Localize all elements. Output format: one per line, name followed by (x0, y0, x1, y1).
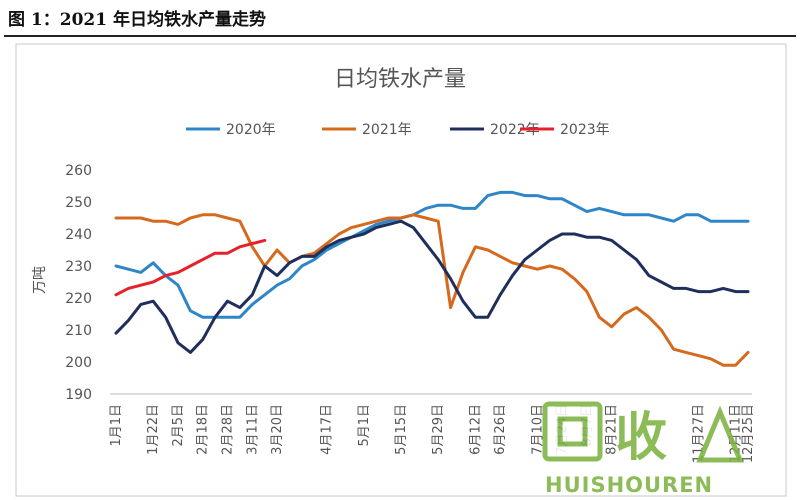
figure-caption: 图 1：2021 年日均铁水产量走势 (8, 10, 266, 30)
x-tick-label: 1月22日 (146, 404, 161, 455)
x-tick-label: 5月29日 (431, 404, 446, 455)
x-tick-label: 12月11日 (729, 404, 744, 463)
y-tick-label: 250 (65, 195, 92, 211)
chart-title: 日均铁水产量 (334, 67, 466, 92)
legend-label-4: 2023年 (560, 122, 610, 138)
x-tick-label: 5月1日 (357, 404, 372, 447)
header-rule (4, 35, 796, 37)
y-axis-ticks: 190 200 210 220 230 240 250 260 (65, 163, 92, 403)
x-tick-label: 3月11日 (245, 404, 260, 455)
watermark-logo: 收 HUISHOUREN (542, 401, 744, 497)
x-tick-label: 1月1日 (109, 404, 124, 447)
y-tick-label: 210 (65, 323, 92, 339)
series-line-2 (114, 213, 750, 367)
series-line-1 (114, 190, 750, 319)
x-tick-label: 12月25日 (741, 404, 756, 463)
y-tick-label: 200 (65, 355, 92, 371)
x-tick-label: 2月18日 (196, 404, 211, 455)
y-axis-label: 万吨 (32, 266, 48, 294)
x-tick-label: 6月26日 (493, 404, 508, 455)
x-tick-label: 4月17日 (320, 404, 335, 455)
legend-label-3: 2022年 (490, 122, 540, 138)
x-tick-label: 3月20日 (270, 404, 285, 455)
x-tick-label: 7月10日 (530, 404, 545, 455)
figure-header: 图 1：2021 年日均铁水产量走势 (0, 0, 800, 37)
x-tick-label: 8月21日 (605, 404, 620, 455)
y-tick-label: 190 (65, 387, 92, 403)
y-tick-label: 230 (65, 259, 92, 275)
watermark-box-1 (542, 401, 603, 462)
x-axis-ticks: 1月1日 1月22日 2月5日 2月18日 2月28日 3月11日 3月20日 4月17日 5月… (109, 393, 756, 463)
x-tick-label: 2月28日 (221, 404, 236, 455)
y-tick-label: 240 (65, 227, 92, 243)
legend-label-1: 2020年 (226, 122, 276, 138)
x-tick-label: 5月15日 (394, 404, 409, 455)
legend: 2020年 2021年 2022年 2023年 (186, 122, 610, 138)
y-tick-label: 220 (65, 291, 92, 307)
watermark-text: HUISHOUREN (545, 473, 713, 497)
series-lines (114, 190, 750, 367)
x-tick-label: 2月5日 (171, 404, 186, 447)
series-line-4 (114, 238, 267, 297)
chart-frame (15, 43, 787, 497)
legend-label-2: 2021年 (362, 122, 412, 138)
y-tick-label: 260 (65, 163, 92, 179)
watermark-box-2 (557, 416, 588, 447)
series-line-3 (114, 219, 750, 354)
watermark-peak (696, 405, 744, 463)
watermark-glyphs: 收 (615, 408, 667, 468)
x-tick-label: 6月12日 (468, 404, 483, 455)
